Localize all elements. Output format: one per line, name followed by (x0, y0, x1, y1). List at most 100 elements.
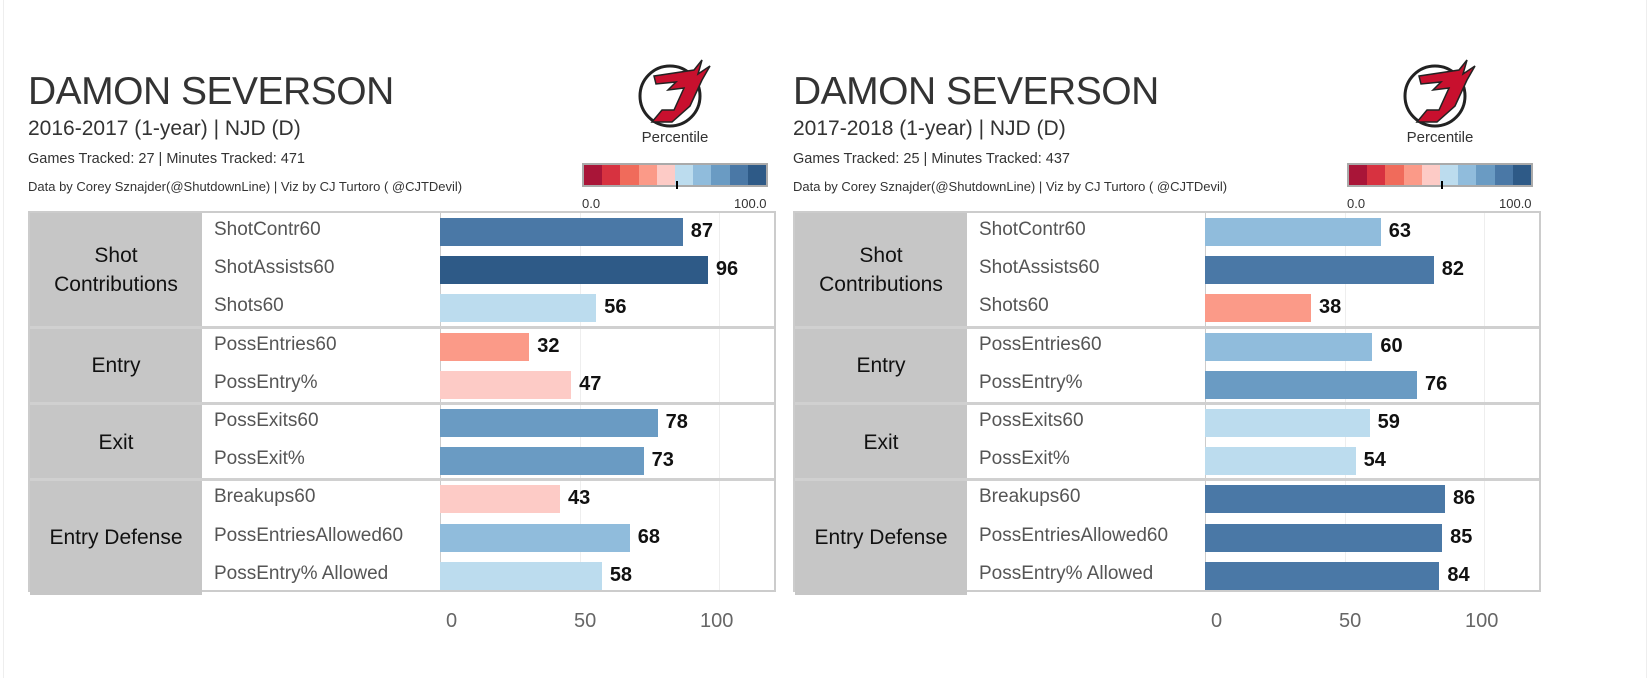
legend-swatch (1440, 165, 1459, 185)
bar (1205, 523, 1443, 552)
bar (440, 256, 708, 285)
metric-label: PossEntries60 (214, 333, 337, 355)
bar (440, 409, 658, 437)
group-label: Shot Contributions (795, 213, 967, 328)
data-label: 96 (715, 258, 739, 281)
data-label: 78 (665, 411, 688, 433)
bar (1205, 218, 1381, 246)
season-info: 2017-2018 (1-year) | NJD (D) (793, 117, 1066, 140)
legend-swatch (675, 165, 694, 185)
metric-label: PossExit% (214, 448, 305, 470)
legend-swatch (1476, 165, 1495, 185)
bar (440, 218, 683, 246)
legend-title: Percentile (1406, 129, 1474, 146)
bar (440, 370, 572, 399)
legend-min-label: 0.0 (1347, 196, 1366, 211)
legend-swatch (1421, 165, 1441, 185)
season-info: 2016-2017 (1-year) | NJD (D) (28, 117, 301, 140)
player-panel: DAMON SEVERSON 2016-2017 (1-year) | NJD (… (0, 0, 776, 680)
bar (1205, 447, 1356, 476)
color-legend (582, 163, 768, 187)
legend-swatch (602, 165, 621, 185)
data-label: 73 (651, 449, 674, 472)
metric-label: PossEntriesAllowed60 (214, 524, 404, 546)
axis-tick-label: 100 (700, 610, 734, 632)
legend-title: Percentile (641, 129, 709, 146)
group-divider (30, 325, 774, 329)
axis-tick-label: 50 (1339, 610, 1362, 632)
bar (440, 485, 560, 514)
metric-label: Shots60 (979, 295, 1049, 317)
metric-label: ShotAssists60 (979, 257, 1100, 279)
data-label: 63 (1388, 220, 1412, 242)
legend-swatch (656, 165, 676, 185)
metric-label: PossExits60 (214, 410, 319, 431)
data-label: 54 (1363, 449, 1386, 472)
metric-label: PossEntry% Allowed (979, 562, 1154, 584)
group-label: Entry Defense (795, 480, 967, 595)
data-label: 82 (1441, 258, 1465, 281)
legend-swatch (747, 165, 767, 185)
games-tracked: Games Tracked: 25 | Minutes Tracked: 437 (793, 151, 1070, 167)
metric-label: Breakups60 (214, 486, 316, 508)
group-label: Entry Defense (30, 480, 202, 595)
gridline (1205, 213, 1206, 590)
legend-swatch (584, 165, 603, 185)
bar (1205, 332, 1373, 361)
data-label: 87 (690, 220, 713, 242)
group-divider (30, 402, 774, 405)
bar (440, 294, 597, 323)
legend-max-label: 100.0 (734, 196, 767, 211)
data-label: 59 (1377, 411, 1400, 433)
color-legend (1347, 163, 1533, 187)
legend-swatch (1403, 165, 1422, 185)
group-divider (795, 325, 1539, 329)
bar (1205, 409, 1370, 437)
group-divider (795, 478, 1539, 482)
legend-swatch (1494, 165, 1513, 185)
gridline (719, 213, 720, 590)
gridline (1344, 213, 1346, 590)
metric-label: PossEntry% Allowed (214, 562, 389, 584)
metric-label: PossEntry% (979, 371, 1083, 393)
player-name: DAMON SEVERSON (793, 70, 1159, 113)
data-label: 38 (1319, 296, 1342, 319)
credit-line: Data by Corey Sznajder(@ShutdownLine) | … (793, 179, 1228, 194)
bar-chart: Shot Contributions ShotContr60 63 ShotAssis… (793, 211, 1541, 595)
legend-swatch (1367, 165, 1386, 185)
bar (440, 332, 530, 361)
dashboard-frame (3, 0, 1647, 678)
legend-swatch (711, 165, 730, 185)
data-label: 58 (609, 563, 633, 586)
data-label: 76 (1425, 372, 1448, 395)
data-label: 56 (604, 296, 627, 319)
group-divider (795, 402, 1539, 405)
legend-swatch (638, 165, 657, 185)
axis-tick-label: 0 (1211, 610, 1223, 632)
bar (440, 523, 630, 552)
data-label: 60 (1380, 334, 1403, 357)
data-label: 47 (579, 372, 602, 395)
legend-swatch (1512, 165, 1532, 185)
games-tracked: Games Tracked: 27 | Minutes Tracked: 471 (28, 151, 305, 167)
axis-tick-label: 50 (574, 610, 597, 632)
group-label: Shot Contributions (30, 213, 202, 328)
data-label: 43 (567, 487, 591, 510)
metric-label: ShotContr60 (979, 219, 1086, 240)
legend-swatch (620, 165, 639, 185)
legend-swatch (1385, 165, 1404, 185)
legend-swatch (1349, 165, 1368, 185)
data-label: 84 (1447, 563, 1470, 586)
metric-label: Shots60 (214, 295, 284, 317)
legend-marker (1441, 181, 1443, 189)
legend-swatch (729, 165, 748, 185)
bar (1205, 256, 1434, 285)
legend-swatch (1458, 165, 1477, 185)
metric-label: PossEntriesAllowed60 (979, 524, 1169, 546)
legend-min-label: 0.0 (582, 196, 601, 211)
legend-max-label: 100.0 (1499, 196, 1532, 211)
metric-label: Breakups60 (979, 486, 1081, 508)
axis-tick-label: 100 (1465, 610, 1499, 632)
team-logo (632, 56, 716, 128)
bar (1205, 561, 1440, 590)
